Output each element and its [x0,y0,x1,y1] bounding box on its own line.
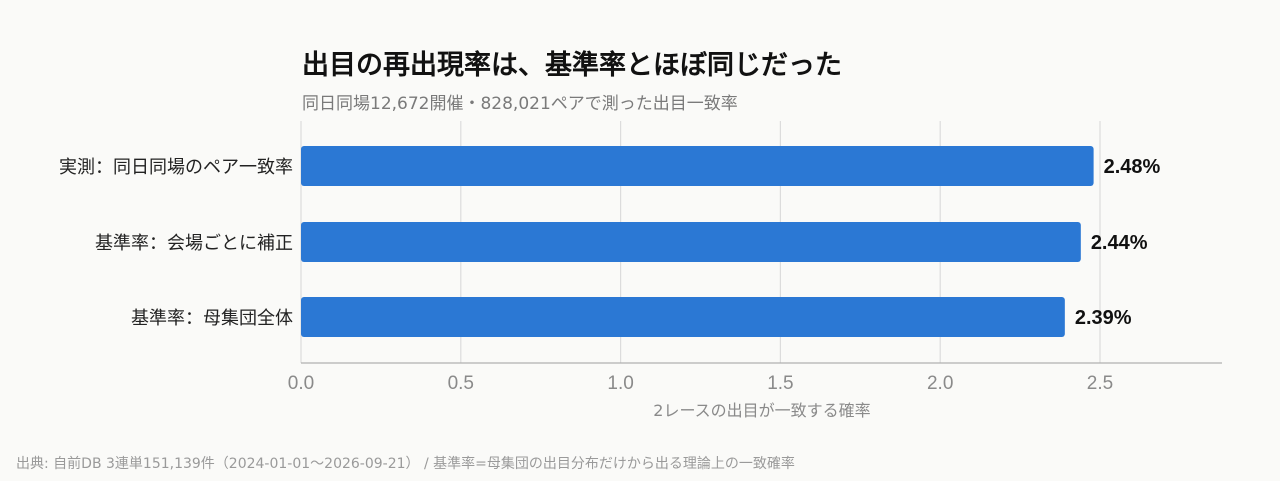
category-label: 実測：同日同場のペア一致率 [59,157,293,178]
chart-title: 出目の再出現率は、基準率とほぼ同じだった [302,49,842,81]
x-tick-label: 1.5 [767,373,793,394]
bar [301,222,1081,262]
bar [301,146,1094,186]
x-ticks: 0.0 0.5 1.0 1.5 2.0 2.5 [288,373,1113,394]
value-label: 2.44% [1091,232,1148,254]
x-axis-label: 2レースの出目が一致する確率 [653,401,870,420]
value-label: 2.48% [1104,156,1161,178]
labels: 実測：同日同場のペア一致率 2.48% 基準率：会場ごとに補正 2.44% 基準率：母集… [59,156,1161,329]
bar [301,297,1065,337]
x-tick-label: 1.0 [607,373,633,394]
chart-subtitle: 同日同場12,672開催・828,021ペアで測った出目一致率 [302,94,738,114]
x-tick-label: 0.5 [448,373,474,394]
x-tick-label: 0.0 [288,373,314,394]
category-label: 基準率：会場ごとに補正 [95,233,293,254]
x-tick-label: 2.5 [1087,373,1113,394]
source-note: 出典: 自前DB 3連単151,139件（2024-01-01〜2026-09-… [16,455,795,472]
category-label: 基準率：母集団全体 [131,308,293,329]
bars [301,146,1094,337]
value-label: 2.39% [1075,307,1132,329]
x-tick-label: 2.0 [927,373,953,394]
